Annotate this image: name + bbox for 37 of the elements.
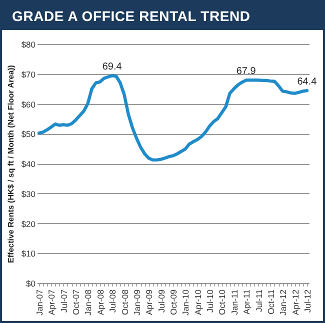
x-tick-label: Jul-10: [205, 289, 216, 313]
y-tick-label: $50: [21, 129, 36, 140]
x-tick-label: Jul-07: [58, 289, 69, 313]
x-tick-label: Oct-09: [168, 289, 178, 316]
x-tick-label: Oct-11: [266, 289, 276, 314]
chart-title: GRADE A OFFICE RENTAL TREND: [2, 2, 323, 30]
x-tick-label: Jul-11: [254, 289, 264, 312]
x-tick-label: Oct-07: [71, 289, 82, 316]
y-tick-label: $80: [21, 40, 36, 50]
x-tick-label: Jan-10: [180, 289, 191, 316]
x-tick-label: Apr-12: [290, 289, 300, 316]
y-tick-label: $60: [21, 99, 36, 110]
x-tick-label: Jul-09: [156, 289, 166, 313]
y-tick-label: $20: [21, 218, 36, 229]
y-tick-label: $0: [26, 278, 36, 288]
x-tick-label: Jul-12: [302, 289, 312, 313]
x-tick-label: Apr-11: [242, 289, 252, 314]
x-tick-label: Apr-07: [46, 289, 57, 316]
y-tick-label: $30: [21, 188, 36, 199]
x-tick-label: Jan-12: [278, 289, 288, 316]
x-tick-label: Jan-09: [132, 289, 142, 316]
x-tick-label: Apr-08: [95, 289, 106, 316]
annotation: 67.9: [236, 66, 256, 78]
x-tick-label: Oct-10: [217, 289, 228, 316]
x-tick-label: Apr-09: [144, 289, 154, 316]
annotation: 64.4: [297, 76, 318, 88]
y-tick-label: $40: [21, 159, 36, 169]
x-tick-label: Apr-10: [192, 289, 203, 316]
x-tick-label: Oct-08: [120, 289, 130, 316]
x-tick-label: Jul-08: [108, 289, 118, 313]
x-tick-label: Jan-08: [83, 289, 94, 316]
y-tick-label: $10: [21, 248, 36, 259]
x-tick-label: Jan-11: [229, 289, 240, 315]
y-tick-label: $70: [21, 69, 36, 80]
annotation: 69.4: [102, 62, 122, 73]
y-axis-title: Effective Rents (HK$ / sq ft / Month (Net Floor Area)): [6, 64, 16, 263]
x-tick-label: Jan-07: [34, 289, 45, 316]
